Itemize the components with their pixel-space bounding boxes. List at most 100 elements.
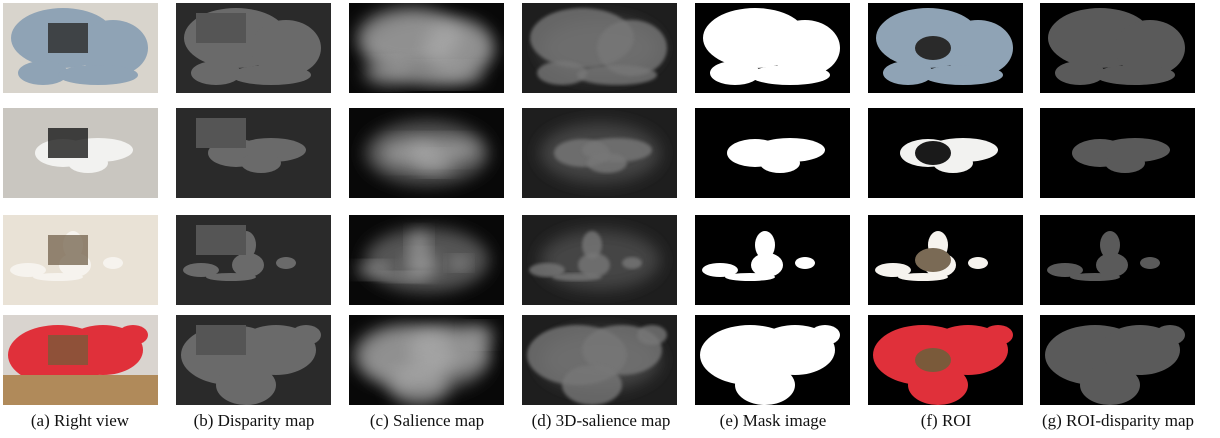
image [349, 3, 504, 93]
region [449, 257, 469, 269]
image-cell [1040, 215, 1195, 305]
image [1040, 108, 1195, 198]
image-cell [1040, 108, 1195, 198]
caption: (c) Salience map [370, 411, 484, 430]
image-cell [349, 3, 504, 93]
image [176, 108, 331, 198]
image-cell [3, 315, 158, 405]
region [1105, 153, 1145, 173]
image-cell [522, 315, 677, 405]
image-cell [522, 215, 677, 305]
image [3, 215, 158, 305]
image [3, 108, 158, 198]
image-cell [1040, 3, 1195, 93]
region [1155, 325, 1185, 345]
region [276, 257, 296, 269]
region [196, 13, 246, 43]
image-cell [868, 3, 1023, 93]
region [983, 325, 1013, 345]
image-cell [176, 3, 331, 93]
object [48, 128, 88, 158]
image [349, 108, 504, 198]
region [968, 257, 988, 269]
image-cell [868, 315, 1023, 405]
region [379, 273, 429, 281]
ground [3, 375, 158, 405]
image-cell [349, 315, 504, 405]
image-cell [176, 108, 331, 198]
image-cell [868, 108, 1023, 198]
object [915, 141, 951, 165]
region [241, 153, 281, 173]
object [915, 36, 951, 60]
region [291, 325, 321, 345]
object [915, 248, 951, 272]
caption: (d) 3D-salience map [532, 411, 671, 430]
region [216, 365, 276, 405]
image [522, 108, 677, 198]
image [1040, 3, 1195, 93]
image-cell [695, 3, 850, 93]
image [522, 215, 677, 305]
image [1040, 315, 1195, 405]
caption: (f) ROI [921, 411, 972, 430]
region [923, 65, 1003, 85]
region [231, 65, 311, 85]
region [795, 257, 815, 269]
region [118, 325, 148, 345]
image [522, 315, 677, 405]
region [414, 153, 454, 173]
image [868, 3, 1023, 93]
region [196, 225, 246, 255]
image [695, 315, 850, 405]
image-cell [695, 108, 850, 198]
image-cell [3, 108, 158, 198]
image [695, 215, 850, 305]
region [898, 273, 948, 281]
object [48, 23, 88, 53]
region [587, 153, 627, 173]
image-cell [176, 315, 331, 405]
image [176, 3, 331, 93]
caption: (b) Disparity map [194, 411, 315, 430]
region [725, 273, 775, 281]
region [735, 365, 795, 405]
image-cell [349, 108, 504, 198]
region [577, 65, 657, 85]
image-cell [1040, 315, 1195, 405]
region [750, 65, 830, 85]
image-cell [3, 215, 158, 305]
region [33, 273, 83, 281]
caption: (a) Right view [31, 411, 130, 430]
caption: (g) ROI-disparity map [1042, 411, 1194, 430]
image [349, 215, 504, 305]
region [58, 65, 138, 85]
image [176, 315, 331, 405]
object [48, 235, 88, 265]
region [103, 257, 123, 269]
image-cell [695, 215, 850, 305]
region [552, 273, 602, 281]
region [404, 65, 484, 85]
image-cell [522, 3, 677, 93]
image [3, 3, 158, 93]
region [464, 325, 494, 345]
image [1040, 215, 1195, 305]
region [206, 273, 256, 281]
caption: (e) Mask image [720, 411, 827, 430]
image [695, 3, 850, 93]
image-cell [349, 215, 504, 305]
region [562, 365, 622, 405]
region [760, 153, 800, 173]
region [622, 257, 642, 269]
object [48, 335, 88, 365]
image [868, 215, 1023, 305]
image [868, 108, 1023, 198]
region [637, 325, 667, 345]
image-grid [3, 3, 1195, 405]
region [1095, 65, 1175, 85]
image [3, 315, 158, 405]
image-cell [176, 215, 331, 305]
image [522, 3, 677, 93]
region [1080, 365, 1140, 405]
